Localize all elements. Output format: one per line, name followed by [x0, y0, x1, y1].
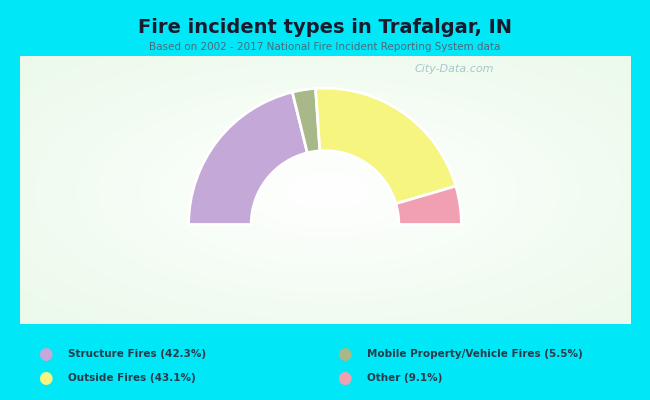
Text: ●: ● [337, 369, 352, 387]
Wedge shape [292, 88, 320, 153]
Text: Fire incident types in Trafalgar, IN: Fire incident types in Trafalgar, IN [138, 18, 512, 37]
Text: Based on 2002 - 2017 National Fire Incident Reporting System data: Based on 2002 - 2017 National Fire Incid… [150, 42, 500, 52]
Wedge shape [188, 92, 307, 224]
Text: ●: ● [337, 345, 352, 363]
Wedge shape [396, 186, 461, 224]
Text: Structure Fires (42.3%): Structure Fires (42.3%) [68, 349, 207, 359]
Text: Mobile Property/Vehicle Fires (5.5%): Mobile Property/Vehicle Fires (5.5%) [367, 349, 583, 359]
Text: Other (9.1%): Other (9.1%) [367, 373, 443, 383]
Text: ●: ● [38, 369, 53, 387]
Text: ●: ● [38, 345, 53, 363]
Text: City-Data.com: City-Data.com [415, 64, 495, 74]
Text: Outside Fires (43.1%): Outside Fires (43.1%) [68, 373, 196, 383]
Wedge shape [316, 88, 456, 204]
